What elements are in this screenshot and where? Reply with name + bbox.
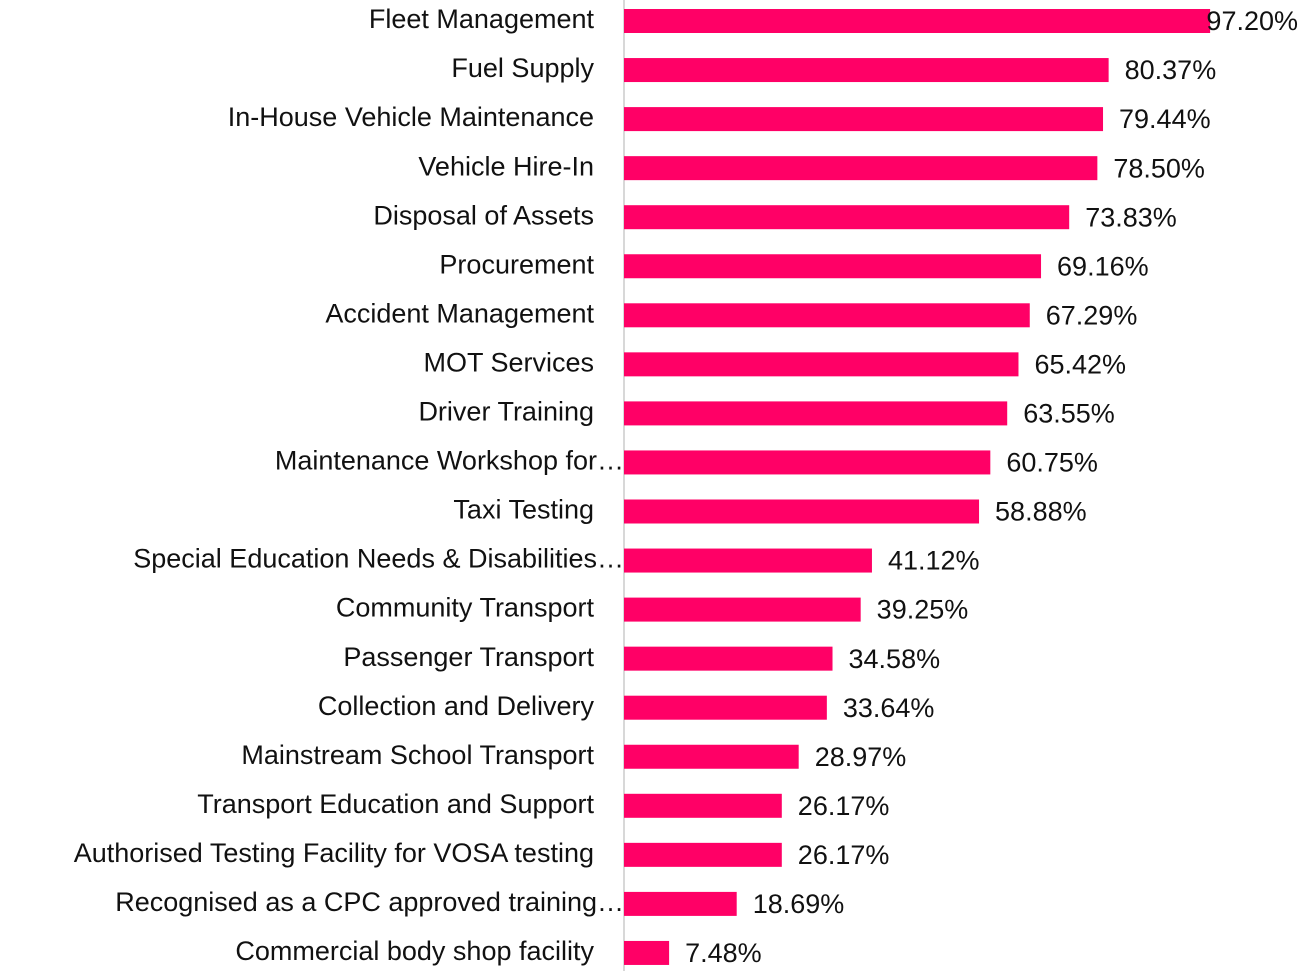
category-label: Authorised Testing Facility for VOSA tes… [74,838,594,868]
value-label: 33.64% [843,693,935,723]
value-label: 78.50% [1113,153,1205,183]
bar [624,499,980,524]
bar [624,58,1109,83]
bar [624,450,991,475]
value-label: 39.25% [877,595,969,625]
value-label: 60.75% [1006,448,1098,478]
category-label: Vehicle Hire-In [418,151,594,181]
bar [624,744,799,769]
value-label: 41.12% [888,546,980,576]
value-label: 26.17% [798,791,890,821]
value-label: 69.16% [1057,251,1149,281]
value-label: 26.17% [798,840,890,870]
bar [624,9,1211,33]
bar [624,156,1098,181]
bar [624,695,827,720]
value-label: 28.97% [815,742,907,772]
bar [624,352,1019,377]
category-label: Commercial body shop facility [235,936,594,966]
value-label: 67.29% [1046,300,1138,330]
category-label: Procurement [439,249,594,279]
value-label: 80.37% [1125,55,1217,85]
category-label: Passenger Transport [343,642,594,672]
bar [624,842,782,867]
value-label: 7.48% [685,938,762,968]
value-label: 18.69% [753,889,845,919]
category-label: Fuel Supply [451,53,594,83]
category-label: Special Education Needs & Disabilities… [133,544,624,574]
bar [624,254,1042,279]
category-label: Maintenance Workshop for… [275,446,624,476]
value-label: 79.44% [1119,104,1211,134]
value-label: 63.55% [1023,399,1115,429]
category-label: In-House Vehicle Maintenance [228,102,594,132]
category-label: MOT Services [423,347,594,377]
category-label: Collection and Delivery [318,691,595,721]
bar [624,401,1008,426]
bar [624,107,1104,132]
category-label: Disposal of Assets [373,200,594,230]
category-label: Mainstream School Transport [241,740,594,770]
bar [624,597,861,622]
category-label: Driver Training [418,397,594,427]
category-label: Transport Education and Support [197,789,594,819]
bar [624,940,670,965]
category-label: Accident Management [325,298,594,328]
bar [624,548,872,573]
bar [624,891,737,916]
category-label: Taxi Testing [453,495,594,525]
category-label: Recognised as a CPC approved training… [115,887,624,917]
value-label: 58.88% [995,497,1087,527]
value-label: 73.83% [1085,202,1177,232]
bar [624,303,1030,328]
category-label: Community Transport [336,593,595,623]
bar [624,793,782,818]
value-label: 97.20% [1206,6,1298,36]
category-label: Fleet Management [369,4,595,34]
value-label: 65.42% [1034,349,1126,379]
value-label: 34.58% [849,644,941,674]
bar [624,646,833,671]
bar [624,205,1070,230]
